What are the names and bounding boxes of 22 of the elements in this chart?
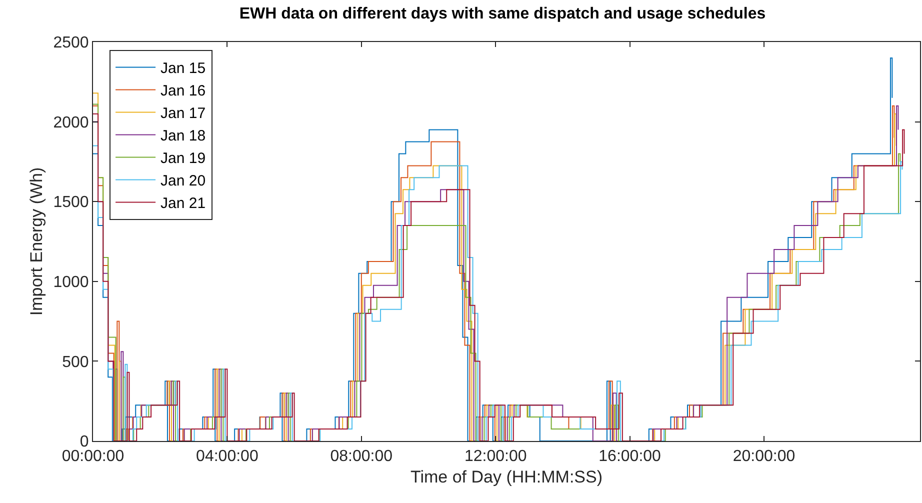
legend-label: Jan 15 [160,60,206,78]
y-tick-label: 500 [62,354,89,371]
y-tick-label: 2500 [53,34,89,52]
x-tick-label: 12:00:00 [464,448,527,466]
y-tick-label: 2000 [53,114,89,132]
y-axis-title: Import Energy (Wh) [26,167,46,316]
legend-label: Jan 17 [160,105,206,122]
x-tick-label: 00:00:00 [62,448,124,466]
legend-label: Jan 20 [160,172,206,190]
x-axis-title: Time of Day (HH:MM:SS) [410,468,603,487]
x-tick-label: 16:00:00 [598,448,662,466]
x-tick-label: 08:00:00 [330,448,393,466]
y-tick-label: 1500 [53,194,89,212]
y-tick-label: 0 [80,434,89,451]
x-tick-label: 20:00:00 [732,448,796,466]
legend-label: Jan 19 [160,150,206,168]
legend-label: Jan 18 [160,128,206,145]
x-tick-label: 04:00:00 [196,448,258,466]
legend-label: Jan 16 [160,82,206,100]
chart-title: EWH data on different days with same dispatch and usage schedules [239,6,766,23]
y-tick-label: 1000 [53,274,89,291]
legend-label: Jan 21 [160,195,206,212]
